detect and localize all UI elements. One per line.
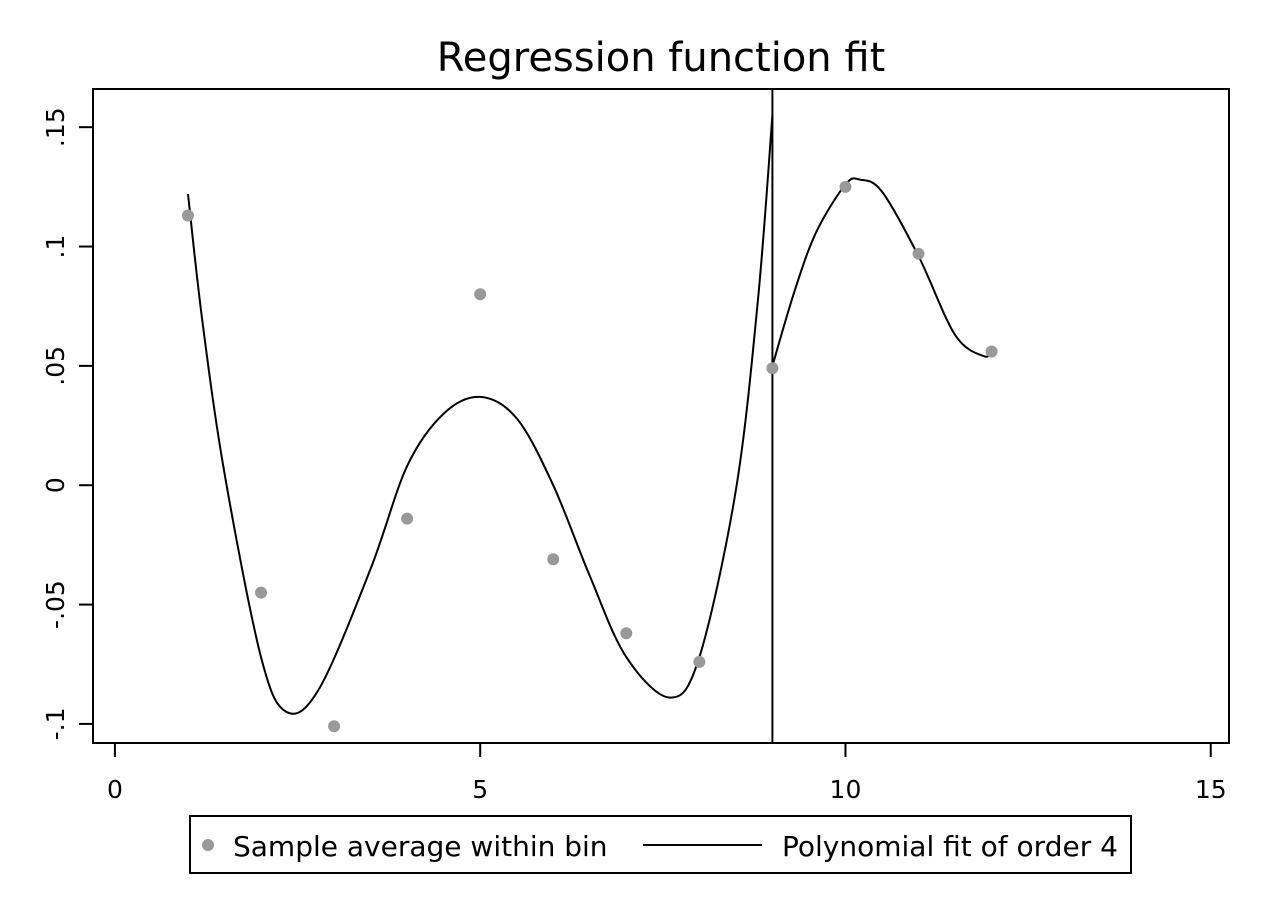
legend-label-points: Sample average within bin [233, 830, 608, 863]
data-point [474, 288, 487, 301]
data-point [839, 180, 852, 193]
data-point [766, 362, 779, 375]
y-tick-label: .05 [41, 346, 70, 386]
data-point [693, 655, 706, 668]
data-point [547, 553, 560, 566]
data-points [181, 180, 998, 733]
data-point [401, 512, 414, 525]
x-tick-label: 15 [1195, 775, 1227, 804]
y-tick-label: -.1 [41, 707, 70, 740]
y-tick-label: 0 [41, 477, 70, 493]
x-tick-label: 10 [830, 775, 862, 804]
data-point [985, 345, 998, 358]
y-tick-label: .15 [41, 107, 70, 147]
data-point [912, 247, 925, 260]
data-point [328, 720, 341, 733]
y-tick-label: .1 [41, 235, 70, 259]
data-point [620, 627, 633, 640]
fit-line-segment-2 [771, 177, 993, 367]
y-axis: -.1 -.05 0 .05 .1 .15 [41, 107, 93, 740]
x-axis: 0 5 10 15 [107, 742, 1227, 804]
legend-marker-points [202, 839, 214, 851]
x-tick-label: 5 [472, 775, 488, 804]
plot-frame [92, 88, 1230, 744]
legend: Sample average within bin Polynomial fit… [189, 815, 1132, 874]
y-tick-label: -.05 [41, 580, 70, 629]
x-tick-label: 0 [107, 775, 123, 804]
fit-lines [187, 89, 993, 743]
data-point [255, 586, 268, 599]
legend-label-fit: Polynomial fit of order 4 [782, 830, 1118, 863]
data-point [181, 209, 194, 222]
fit-line-segment-1 [187, 115, 774, 715]
chart-title: Regression function fit [437, 35, 886, 81]
